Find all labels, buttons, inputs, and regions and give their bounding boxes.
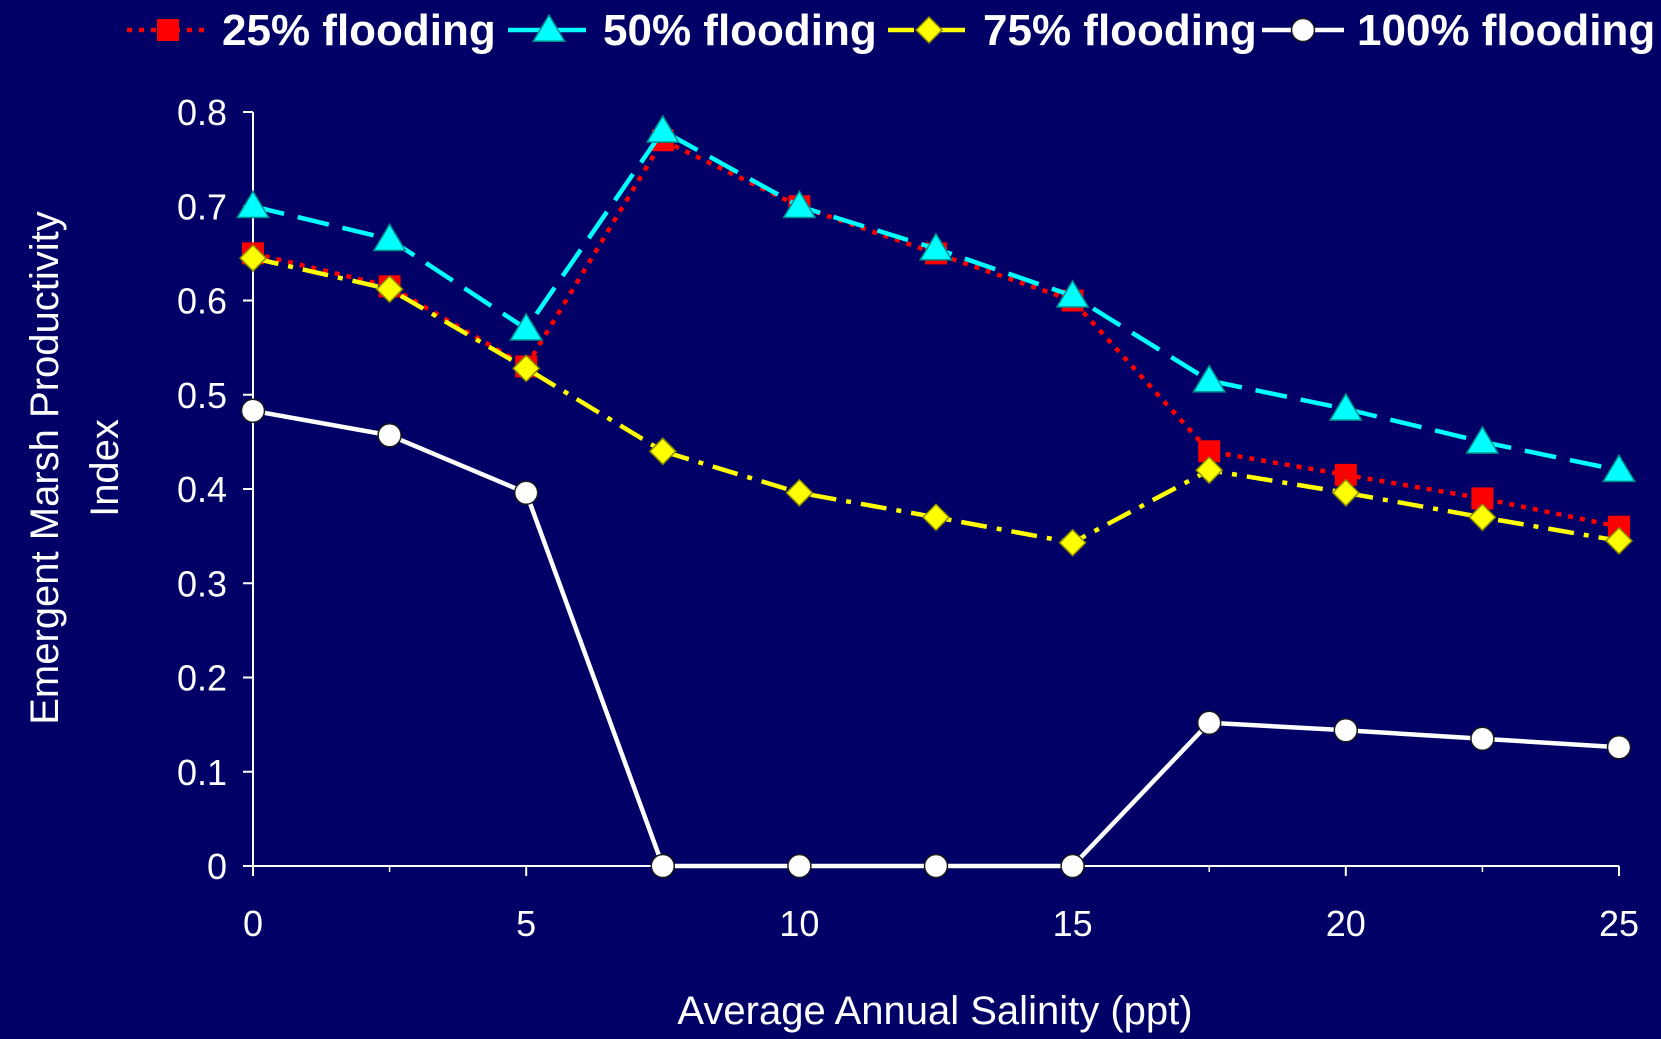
data-point-circle [377,423,402,448]
series-line [252,128,1620,473]
y-tick-label: 0 [207,846,227,887]
legend-item: 25% flooding [127,6,496,55]
data-point-diamond [512,354,541,383]
series-75-flooding [238,244,1634,557]
legend-label: 25% flooding [222,6,496,55]
legend-label: 75% flooding [983,6,1257,55]
data-point-square [1608,515,1630,538]
y-axis-title-line-1: Emergent Marsh Productivity [23,211,67,725]
data-point-diamond [1331,478,1360,507]
data-point-circle [923,853,949,879]
legend-marker-diamond [914,15,944,45]
legend-label: 50% flooding [603,6,877,55]
data-point-circle [1606,734,1632,760]
x-tick-label: 25 [1599,903,1639,944]
legend-item: 75% flooding [888,6,1257,55]
data-point-diamond [1604,526,1634,555]
y-tick-label: 0.1 [177,752,227,793]
series-25-flooding [242,129,1630,538]
data-point-triangle [1601,453,1637,483]
y-tick-label: 0.2 [177,658,227,699]
legend-marker-square [157,19,179,41]
series-line [252,255,1620,545]
legend-item: 100% flooding [1262,6,1655,55]
data-point-diamond [1195,456,1224,485]
data-point-triangle [1192,364,1227,393]
x-tick-label: 10 [779,903,819,944]
data-point-square [1198,440,1221,463]
data-point-diamond [375,275,404,304]
data-point-square [1334,463,1357,486]
x-axis-title: Average Annual Salinity (ppt) [677,989,1192,1033]
y-tick-label: 0.6 [177,281,227,322]
data-point-circle [650,853,676,879]
data-point-diamond [1468,503,1497,532]
legend-marker-triangle [531,13,567,42]
data-point-circle [240,398,266,424]
y-tick-label: 0.3 [177,563,227,604]
axis-titles: Average Annual Salinity (ppt) Emergent M… [23,211,1193,1033]
data-point-diamond [785,478,814,507]
axes: 0 0.1 0.2 0.3 0.4 0.5 0.6 0.7 0.8 0 5 10 15 20 25 [177,92,1639,944]
data-point-diamond [648,437,677,466]
series-100-flooding [240,398,1632,879]
data-point-triangle [235,189,271,219]
y-tick-label: 0.8 [177,92,227,133]
data-point-triangle [509,312,544,341]
data-point-triangle [645,114,680,143]
data-point-diamond [238,244,268,273]
data-point-circle [787,853,812,879]
x-tick-label: 0 [243,903,263,944]
data-point-circle [1196,710,1222,735]
y-axis-title-line-2: Index [83,419,127,517]
series-50-flooding [235,114,1637,483]
data-point-triangle [1055,279,1090,308]
x-tick-label: 20 [1326,903,1366,944]
y-tick-label: 0.7 [177,186,227,227]
x-tick-label: 15 [1053,903,1093,944]
data-point-square [1471,487,1494,510]
legend-marker-circle [1290,17,1316,43]
data-point-triangle [1328,392,1363,421]
data-point-circle [1470,726,1495,752]
x-tick-label: 5 [516,903,536,944]
legend-item: 50% flooding [508,6,877,55]
data-point-triangle [782,189,817,219]
y-tick-label: 0.5 [177,375,227,416]
data-point-triangle [1465,425,1500,454]
data-point-diamond [1058,528,1087,557]
data-point-triangle [372,222,407,252]
plot-series [235,114,1637,879]
series-line [252,408,1620,869]
data-point-diamond [921,503,951,532]
y-tick-label: 0.4 [177,469,227,510]
data-point-triangle [918,232,954,261]
data-point-circle [1060,853,1085,879]
legend-label: 100% flooding [1357,6,1655,55]
data-point-circle [1333,718,1359,743]
legend: 25% flooding 50% flooding 75% flooding 100%… [127,6,1655,55]
series-line [252,138,1620,529]
data-point-circle [513,480,539,506]
